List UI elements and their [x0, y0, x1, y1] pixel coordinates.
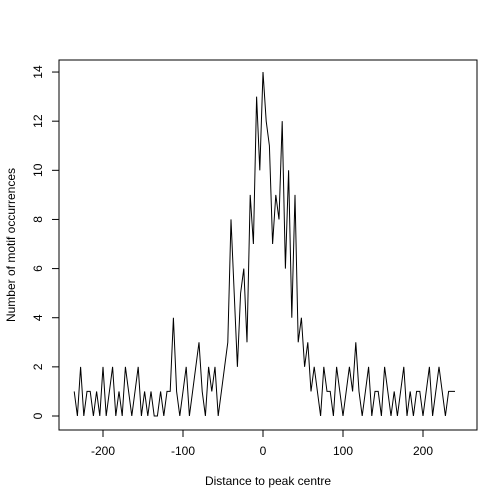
data-line [73, 72, 455, 417]
y-tick-label: 10 [31, 163, 45, 177]
x-tick-label: 0 [260, 444, 267, 458]
y-tick-label: 2 [31, 363, 45, 370]
x-tick-label: -200 [91, 444, 115, 458]
x-axis-label: Distance to peak centre [205, 474, 331, 488]
x-tick-label: -100 [171, 444, 195, 458]
y-tick-label: 4 [31, 314, 45, 321]
plot-box [58, 59, 478, 431]
x-tick-label: 100 [333, 444, 353, 458]
y-tick-label: 6 [31, 265, 45, 272]
y-tick-label: 0 [31, 412, 45, 419]
x-tick-label: 200 [413, 444, 433, 458]
y-tick-label: 12 [31, 114, 45, 128]
y-tick-label: 8 [31, 216, 45, 223]
y-axis-label: Number of motif occurrences [4, 168, 18, 322]
y-tick-label: 14 [31, 65, 45, 79]
